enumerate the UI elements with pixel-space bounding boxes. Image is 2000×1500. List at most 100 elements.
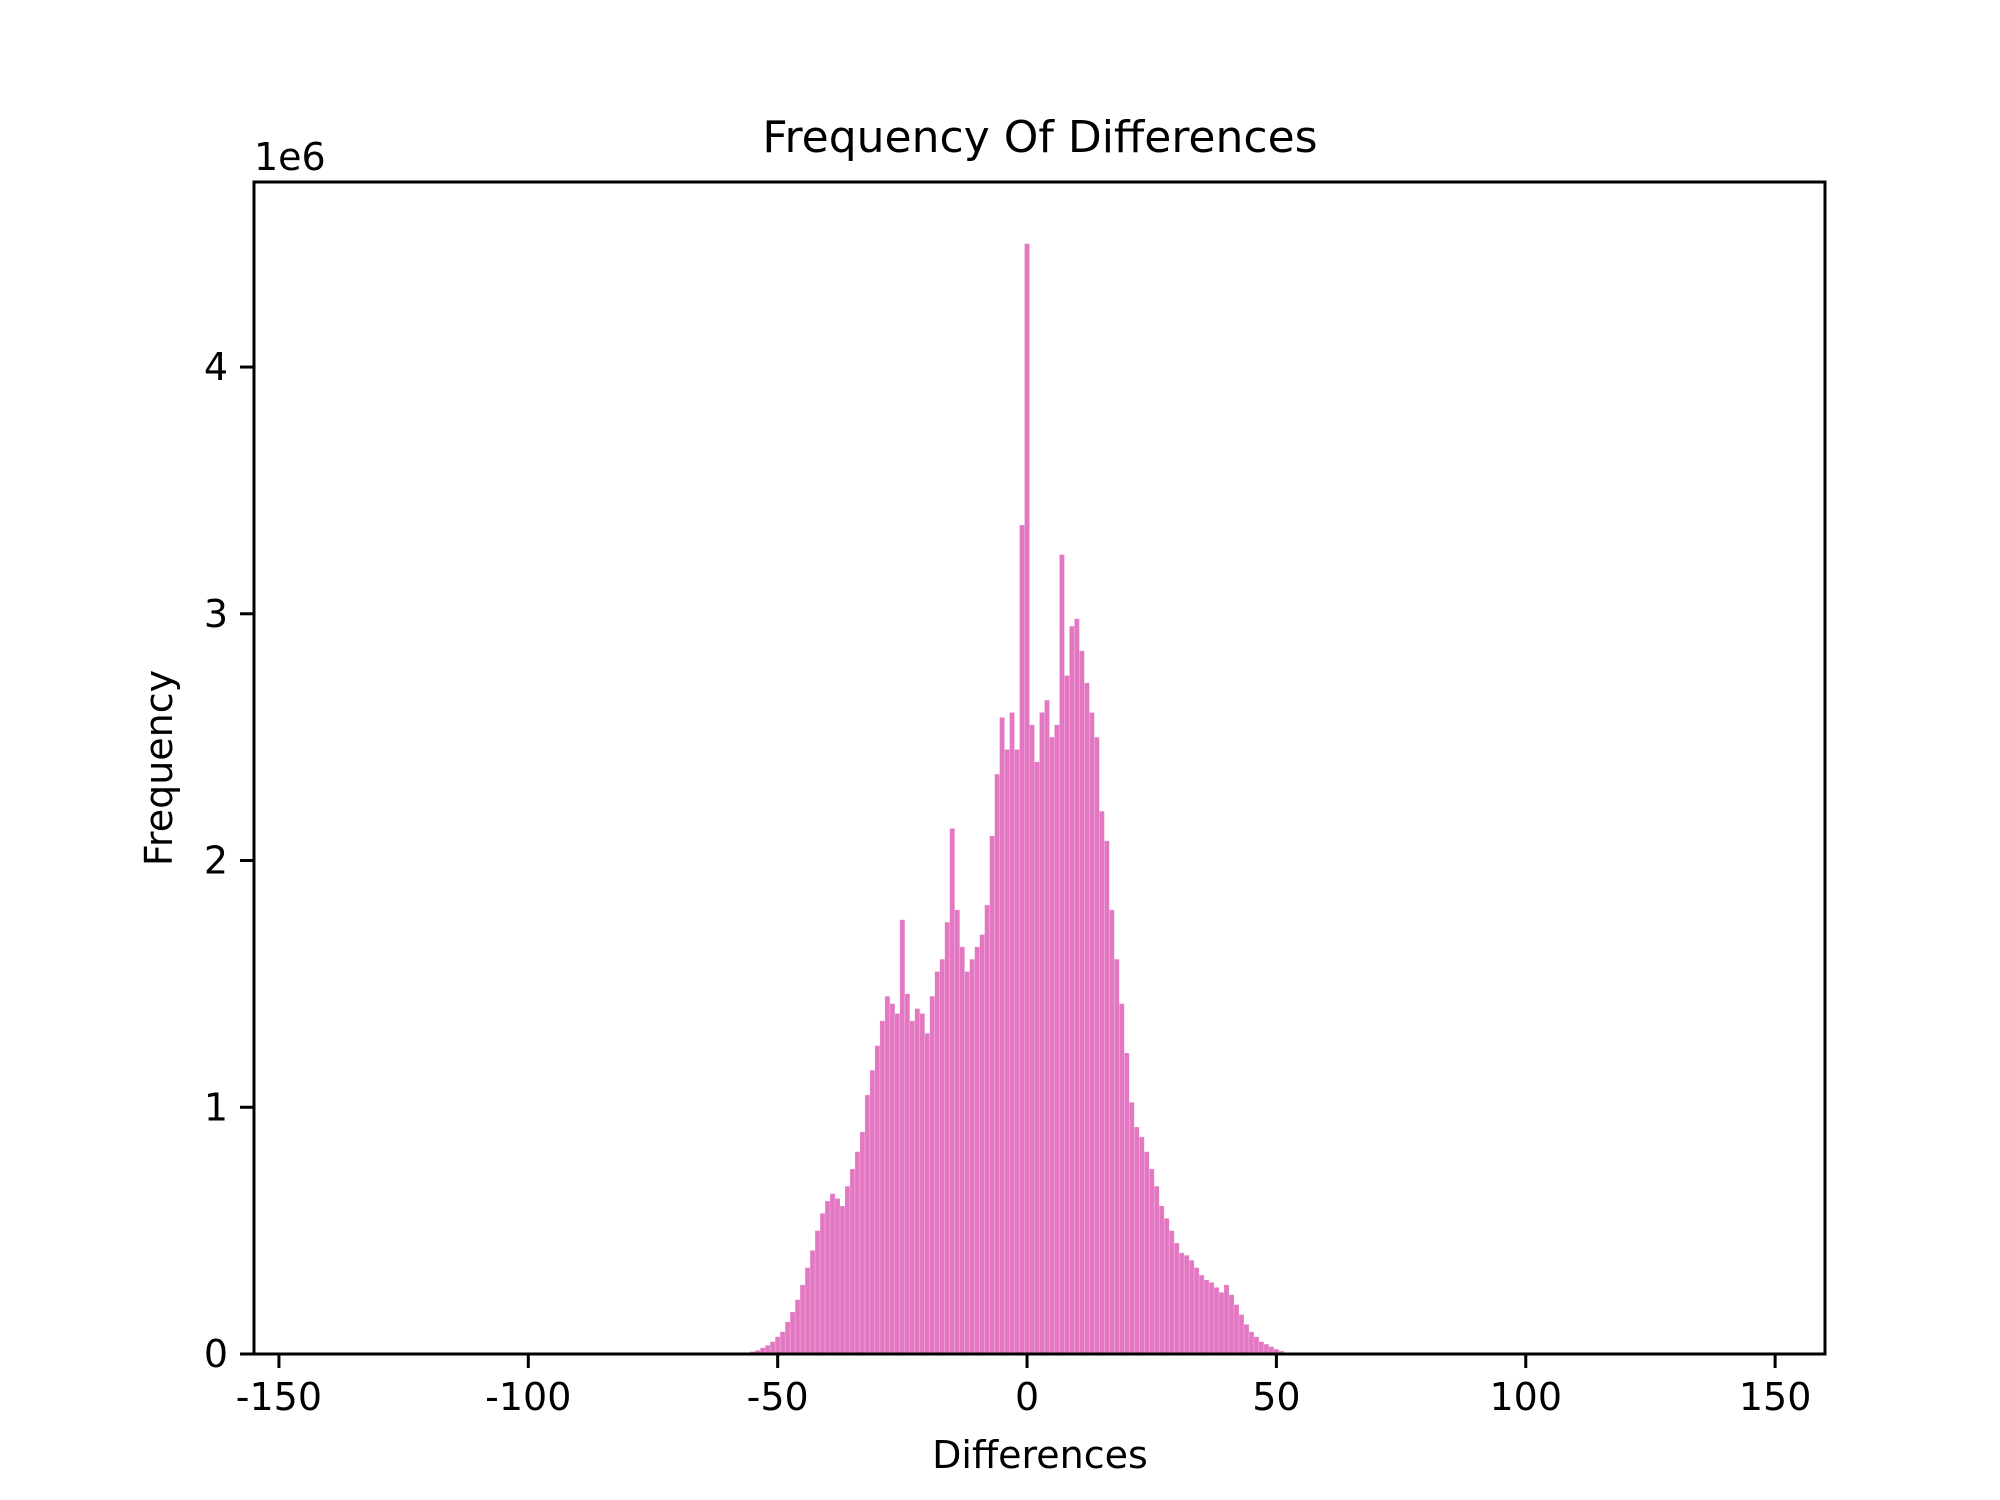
histogram-bar xyxy=(1183,1255,1190,1355)
histogram-bar xyxy=(969,958,975,1355)
histogram-bar xyxy=(864,1094,871,1355)
histogram-bar xyxy=(979,934,985,1355)
histogram-bar xyxy=(774,1336,781,1355)
histogram-bar xyxy=(1233,1304,1240,1355)
x-tick-label: -50 xyxy=(747,1375,809,1419)
chart-title: Frequency Of Differences xyxy=(762,112,1317,163)
histogram-bar xyxy=(1213,1287,1220,1355)
histogram-bar xyxy=(809,1250,816,1355)
histogram-bar xyxy=(1084,682,1090,1355)
histogram-bar xyxy=(794,1299,801,1355)
histogram-bar xyxy=(1054,724,1060,1355)
histogram-bar xyxy=(1104,840,1110,1355)
y-tick-label: 3 xyxy=(204,592,228,636)
histogram-bar xyxy=(994,773,1000,1355)
histogram-bar xyxy=(1243,1324,1250,1355)
histogram-bar xyxy=(889,1003,896,1355)
y-tick-label: 1 xyxy=(204,1085,228,1129)
x-tick-label: 150 xyxy=(1739,1375,1812,1419)
histogram-bar xyxy=(934,971,941,1355)
histogram-bar xyxy=(859,1131,866,1355)
histogram-bar xyxy=(1223,1284,1230,1355)
histogram-bar xyxy=(839,1205,846,1355)
histogram-bar xyxy=(1218,1292,1225,1355)
y-axis-ticks: 0 1 2 3 4 xyxy=(204,345,254,1376)
histogram-bar xyxy=(869,1070,876,1355)
x-axis-ticks: -150 -100 -50 0 50 100 150 xyxy=(236,1354,1812,1419)
histogram-bar xyxy=(1253,1336,1260,1355)
histogram-bar xyxy=(1034,761,1040,1355)
y-axis-label: Frequency xyxy=(137,670,181,866)
histogram-bar xyxy=(989,835,995,1355)
histogram-bar xyxy=(1193,1267,1200,1355)
histogram-bar xyxy=(909,1020,916,1355)
histogram-bar xyxy=(789,1311,796,1355)
histogram-bar xyxy=(769,1341,776,1355)
histogram-bar xyxy=(1024,243,1030,1355)
y-tick-label: 2 xyxy=(204,839,228,883)
histogram-bar xyxy=(939,958,945,1355)
x-axis-label: Differences xyxy=(932,1433,1148,1477)
histogram-bar xyxy=(944,921,950,1355)
histogram-bar xyxy=(834,1198,841,1355)
histogram-bar xyxy=(894,1013,901,1355)
histogram-bar xyxy=(984,904,990,1355)
histogram-bar xyxy=(1064,675,1070,1355)
histogram-bar xyxy=(819,1213,826,1355)
x-tick-label: 100 xyxy=(1489,1375,1562,1419)
histogram-bar xyxy=(1079,650,1085,1355)
histogram-bar xyxy=(1198,1274,1205,1355)
histogram-bar xyxy=(1153,1185,1160,1355)
histogram-bar xyxy=(1168,1230,1175,1355)
histogram-bar xyxy=(1129,1102,1135,1355)
histogram-bar xyxy=(874,1045,881,1355)
plot-frame xyxy=(252,180,1827,1356)
histogram-bar xyxy=(849,1168,856,1355)
histogram-bar xyxy=(884,995,891,1355)
histogram-bar xyxy=(1039,712,1045,1355)
histogram-bar xyxy=(904,993,911,1355)
histogram-bar xyxy=(949,828,955,1355)
x-tick-label: -150 xyxy=(236,1375,322,1419)
histogram-bar xyxy=(1009,712,1015,1355)
histogram-bar xyxy=(814,1230,821,1355)
histogram-bar xyxy=(1094,736,1100,1355)
histogram-bar xyxy=(974,946,980,1355)
histogram-bar xyxy=(1248,1331,1255,1355)
histogram-bar xyxy=(1074,618,1080,1355)
histogram-bar xyxy=(1208,1282,1215,1355)
histogram-bar xyxy=(1119,1003,1125,1355)
y-tick-label: 4 xyxy=(204,345,228,389)
histogram-bar xyxy=(1019,524,1025,1355)
histogram-bar xyxy=(824,1200,831,1355)
histogram-bar xyxy=(1148,1168,1155,1355)
histogram-bar xyxy=(829,1193,836,1355)
histogram-bar xyxy=(779,1331,786,1355)
histogram-bar xyxy=(1139,1136,1145,1355)
histogram-bar xyxy=(1188,1259,1195,1355)
histogram-bar xyxy=(844,1185,851,1355)
histogram-bar xyxy=(1114,958,1120,1355)
histogram-bar xyxy=(1059,554,1065,1355)
histogram-bar xyxy=(1238,1314,1245,1355)
x-tick-label: -100 xyxy=(485,1375,571,1419)
histogram-bar xyxy=(1029,724,1035,1355)
histogram-bar xyxy=(1134,1126,1140,1355)
histogram-bar xyxy=(1163,1218,1170,1355)
histogram-bar xyxy=(854,1151,861,1355)
histogram-bar xyxy=(1044,699,1050,1355)
histogram-bar xyxy=(1258,1341,1265,1355)
histogram-bar xyxy=(1228,1294,1235,1355)
histogram-bar xyxy=(899,919,906,1355)
histogram-bar xyxy=(1203,1279,1210,1355)
y-tick-label: 0 xyxy=(204,1332,228,1376)
histogram-bar xyxy=(1143,1151,1150,1355)
histogram-bar xyxy=(1049,736,1055,1355)
histogram-bar xyxy=(804,1267,811,1355)
histogram-bar xyxy=(919,1013,926,1355)
histogram-bar xyxy=(964,971,970,1355)
histogram-bar xyxy=(1014,749,1020,1355)
histogram-bar xyxy=(1004,749,1010,1355)
histogram-bar xyxy=(799,1284,806,1355)
